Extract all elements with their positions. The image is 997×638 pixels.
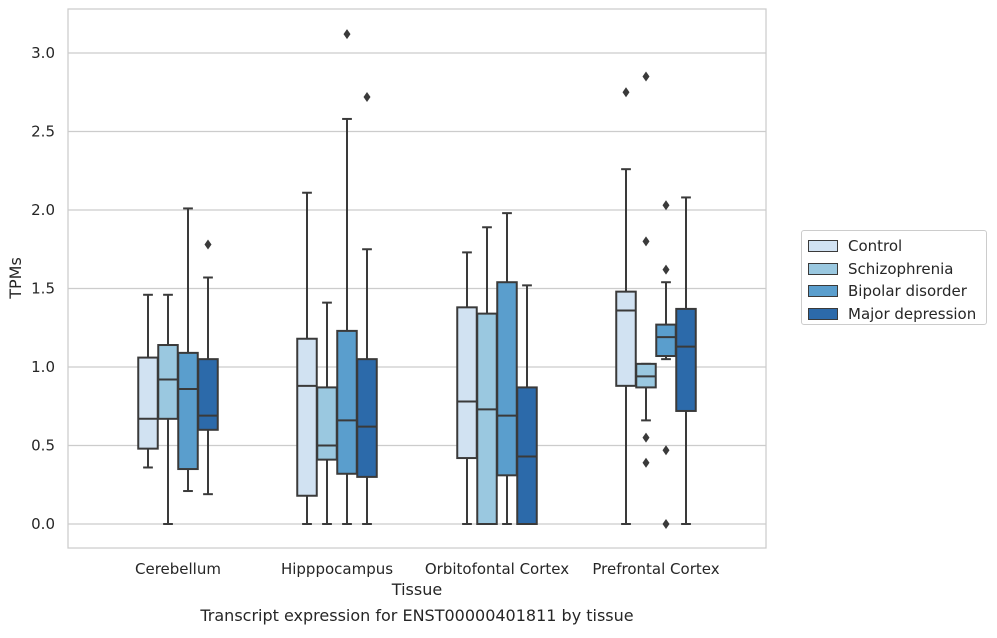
legend-swatch-control xyxy=(808,240,838,253)
box-bipolar-disorder-cerebellum xyxy=(177,207,199,493)
y-tick-label: 2.5 xyxy=(31,123,55,141)
y-tick-labels: 0.0 0.5 1.0 1.5 2.0 2.5 3.0 xyxy=(31,44,55,533)
y-tick-label: 2.0 xyxy=(31,201,55,219)
box-bipolar-disorder-hipppocampus xyxy=(336,29,358,525)
outlier-point xyxy=(204,239,212,250)
iqr-box xyxy=(336,329,358,475)
y-tick-label: 1.5 xyxy=(31,280,55,298)
box-schizophrenia-prefrontal-cortex xyxy=(635,71,657,468)
legend-item-bipolar-disorder: Bipolar disorder xyxy=(808,280,980,303)
box-major-depression-cerebellum xyxy=(197,239,219,496)
box-control-cerebellum xyxy=(137,293,159,469)
iqr-box xyxy=(615,290,637,387)
outlier-point xyxy=(622,87,630,98)
y-axis-label: TPMs xyxy=(6,257,25,300)
iqr-box xyxy=(137,356,159,450)
iqr-box xyxy=(296,337,318,497)
y-tick-label: 0.0 xyxy=(31,515,55,533)
legend-label-schizophrenia: Schizophrenia xyxy=(848,259,954,278)
legend-label-control: Control xyxy=(848,237,903,256)
box-schizophrenia-cerebellum xyxy=(157,293,179,525)
boxes xyxy=(137,29,697,529)
iqr-box xyxy=(655,323,677,358)
outlier-point xyxy=(662,264,670,275)
y-tick-label: 0.5 xyxy=(31,437,55,455)
outlier-point xyxy=(662,445,670,456)
iqr-box xyxy=(177,351,199,471)
box-major-depression-orbitofontal-cortex xyxy=(516,284,538,525)
legend-label-major-depression: Major depression xyxy=(848,304,977,323)
legend-item-schizophrenia: Schizophrenia xyxy=(808,258,980,281)
legend-label-bipolar-disorder: Bipolar disorder xyxy=(848,282,967,301)
outlier-point xyxy=(343,29,351,40)
outlier-point xyxy=(363,91,371,102)
outlier-point xyxy=(662,519,670,529)
y-tick-label: 1.0 xyxy=(31,358,55,376)
legend: Control Schizophrenia Bipolar disorder M… xyxy=(801,230,987,325)
iqr-box xyxy=(316,386,338,461)
legend-swatch-major-depression xyxy=(808,307,838,320)
legend-item-major-depression: Major depression xyxy=(808,303,980,326)
box-major-depression-hipppocampus xyxy=(356,91,378,525)
x-tick-label: Hipppocampus xyxy=(281,560,393,578)
box-control-prefrontal-cortex xyxy=(615,87,637,525)
legend-swatch-bipolar-disorder xyxy=(808,285,838,298)
box-major-depression-prefrontal-cortex xyxy=(675,196,697,525)
outlier-point xyxy=(642,236,650,247)
box-schizophrenia-hipppocampus xyxy=(316,301,338,525)
chart-caption: Transcript expression for ENST0000040181… xyxy=(200,606,634,625)
outlier-point xyxy=(662,200,670,211)
box-bipolar-disorder-prefrontal-cortex xyxy=(655,200,677,529)
legend-item-control: Control xyxy=(808,235,980,258)
x-tick-label: Prefrontal Cortex xyxy=(592,560,719,578)
outlier-point xyxy=(642,432,650,443)
outlier-point xyxy=(642,71,650,82)
x-tick-labels: Cerebellum Hipppocampus Orbitofontal Corte… xyxy=(135,560,720,578)
box-bipolar-disorder-orbitofontal-cortex xyxy=(496,212,518,525)
iqr-box xyxy=(496,281,518,477)
x-tick-label: Orbitofontal Cortex xyxy=(425,560,569,578)
y-tick-label: 3.0 xyxy=(31,44,55,62)
legend-swatch-schizophrenia xyxy=(808,262,838,275)
iqr-box xyxy=(675,307,697,412)
iqr-box xyxy=(197,358,219,431)
iqr-box xyxy=(456,306,478,460)
outlier-point xyxy=(642,457,650,468)
iqr-box xyxy=(356,358,378,478)
iqr-box xyxy=(476,312,498,525)
x-tick-label: Cerebellum xyxy=(135,560,221,578)
iqr-box xyxy=(157,344,179,420)
plot-area xyxy=(67,8,767,549)
x-axis-label: Tissue xyxy=(391,580,442,599)
